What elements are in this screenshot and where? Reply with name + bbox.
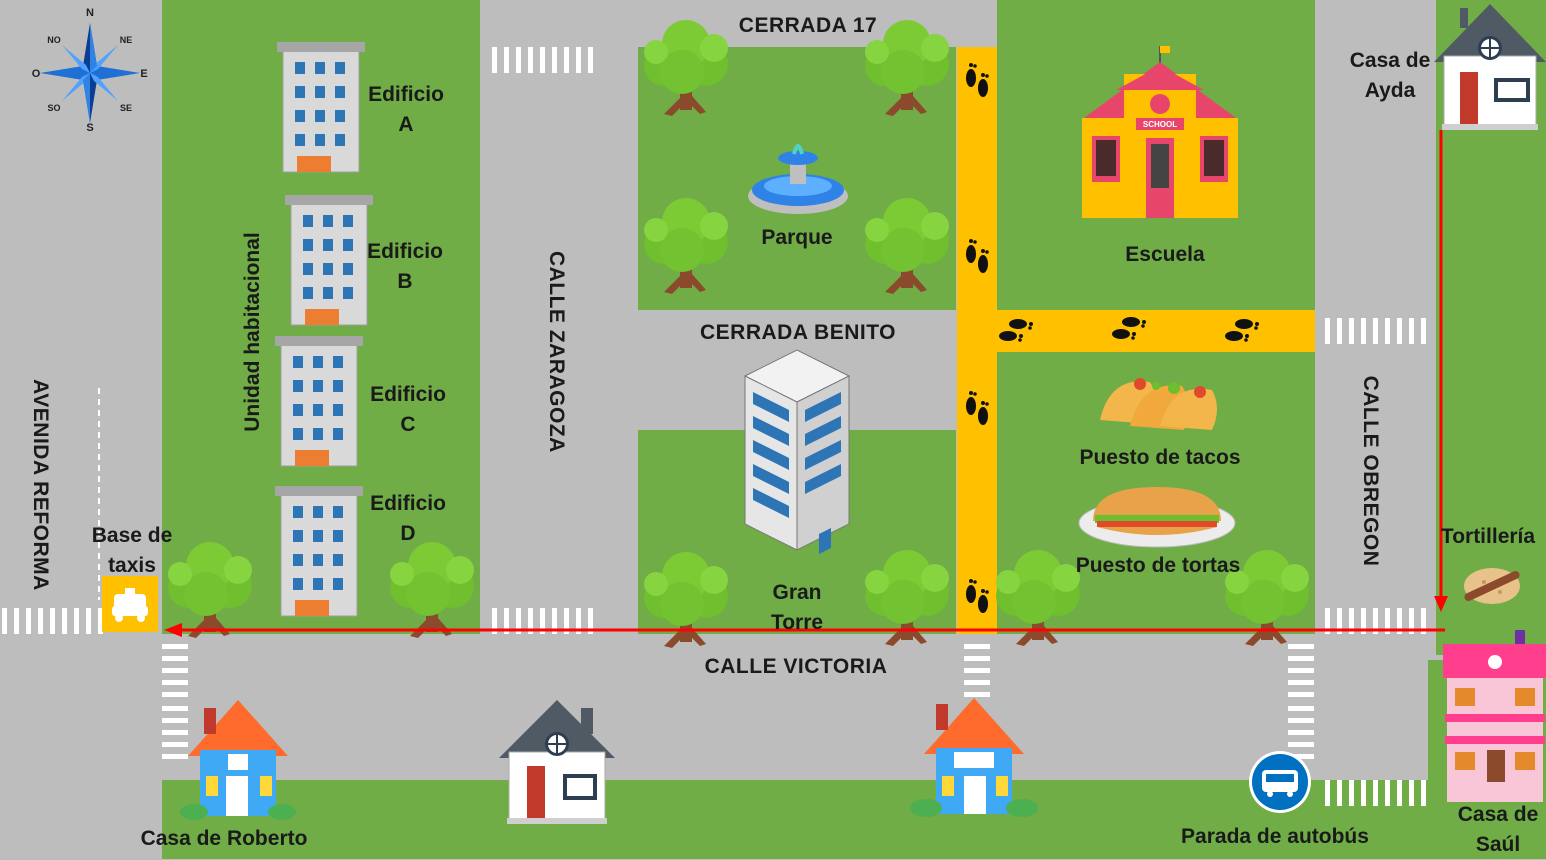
casa-roberto-house-icon [180, 700, 296, 820]
label-casa-roberto: Casa de Roberto [140, 827, 308, 850]
tortilla-icon [1464, 568, 1520, 604]
compass-se: SE [120, 103, 132, 113]
label-edificio-b: Edificio B [367, 240, 443, 293]
compass-e: E [140, 68, 147, 80]
label-casa-ayda: Casa de Ayda [1349, 49, 1431, 102]
label-puesto-tacos: Puesto de tacos [1079, 446, 1241, 469]
label-parada-autobus: Parada de autobús [1181, 825, 1369, 848]
label-edificio-a: Edificio A [368, 83, 444, 136]
label-unidad-habitacional: Unidad habitacional [241, 232, 264, 432]
street-calle-victoria: CALLE VICTORIA [704, 655, 888, 678]
compass-ne: NE [120, 35, 133, 45]
label-escuela: Escuela [1125, 243, 1205, 266]
compass-no: NO [47, 35, 61, 45]
street-calle-zaragoza: CALLE ZARAGOZA [545, 251, 568, 453]
label-tortilleria: Tortillería [1440, 525, 1536, 548]
torta-icon [1078, 487, 1236, 548]
school-icon: SCHOOL [1082, 46, 1238, 218]
edificio-a-building-icon [276, 41, 366, 173]
label-base-taxis: Base de taxis [91, 524, 173, 577]
label-parque: Parque [761, 226, 833, 249]
compass-so: SO [47, 103, 60, 113]
label-puesto-tortas: Puesto de tortas [1075, 554, 1241, 577]
edificio-c-building-icon [274, 335, 364, 467]
label-edificio-c: Edificio C [370, 383, 446, 436]
label-gran-torre: Gran Torre [770, 581, 824, 634]
blue-house-icon [910, 698, 1038, 817]
casa-ayda-house-icon [1434, 4, 1546, 130]
street-avenida-reforma: AVENIDA REFORMA [29, 379, 52, 591]
tacos-icon [1100, 378, 1217, 430]
school-sign: SCHOOL [1143, 120, 1177, 129]
casa-saul-house-icon [1443, 630, 1546, 802]
route-arrow [164, 130, 1448, 637]
compass-n: N [86, 7, 94, 19]
taxi-icon [102, 576, 158, 632]
compass-rose-icon: N S O E NO NE SO SE [32, 7, 148, 134]
white-house-icon [499, 700, 615, 824]
gran-torre-building-icon [743, 349, 851, 554]
label-casa-saul: Casa de Saúl [1457, 803, 1539, 856]
compass-s: S [86, 122, 93, 134]
footpath [957, 47, 1315, 634]
label-edificio-d: Edificio D [370, 492, 446, 545]
fountain-icon [748, 144, 848, 214]
street-cerrada-17: CERRADA 17 [738, 14, 878, 37]
edificio-d-building-icon [274, 485, 364, 617]
bus-stop-sign-icon [1249, 751, 1311, 813]
compass-o: O [32, 68, 41, 80]
street-cerrada-benito: CERRADA BENITO [699, 321, 896, 344]
street-calle-obregon: CALLE OBREGON [1359, 375, 1382, 567]
